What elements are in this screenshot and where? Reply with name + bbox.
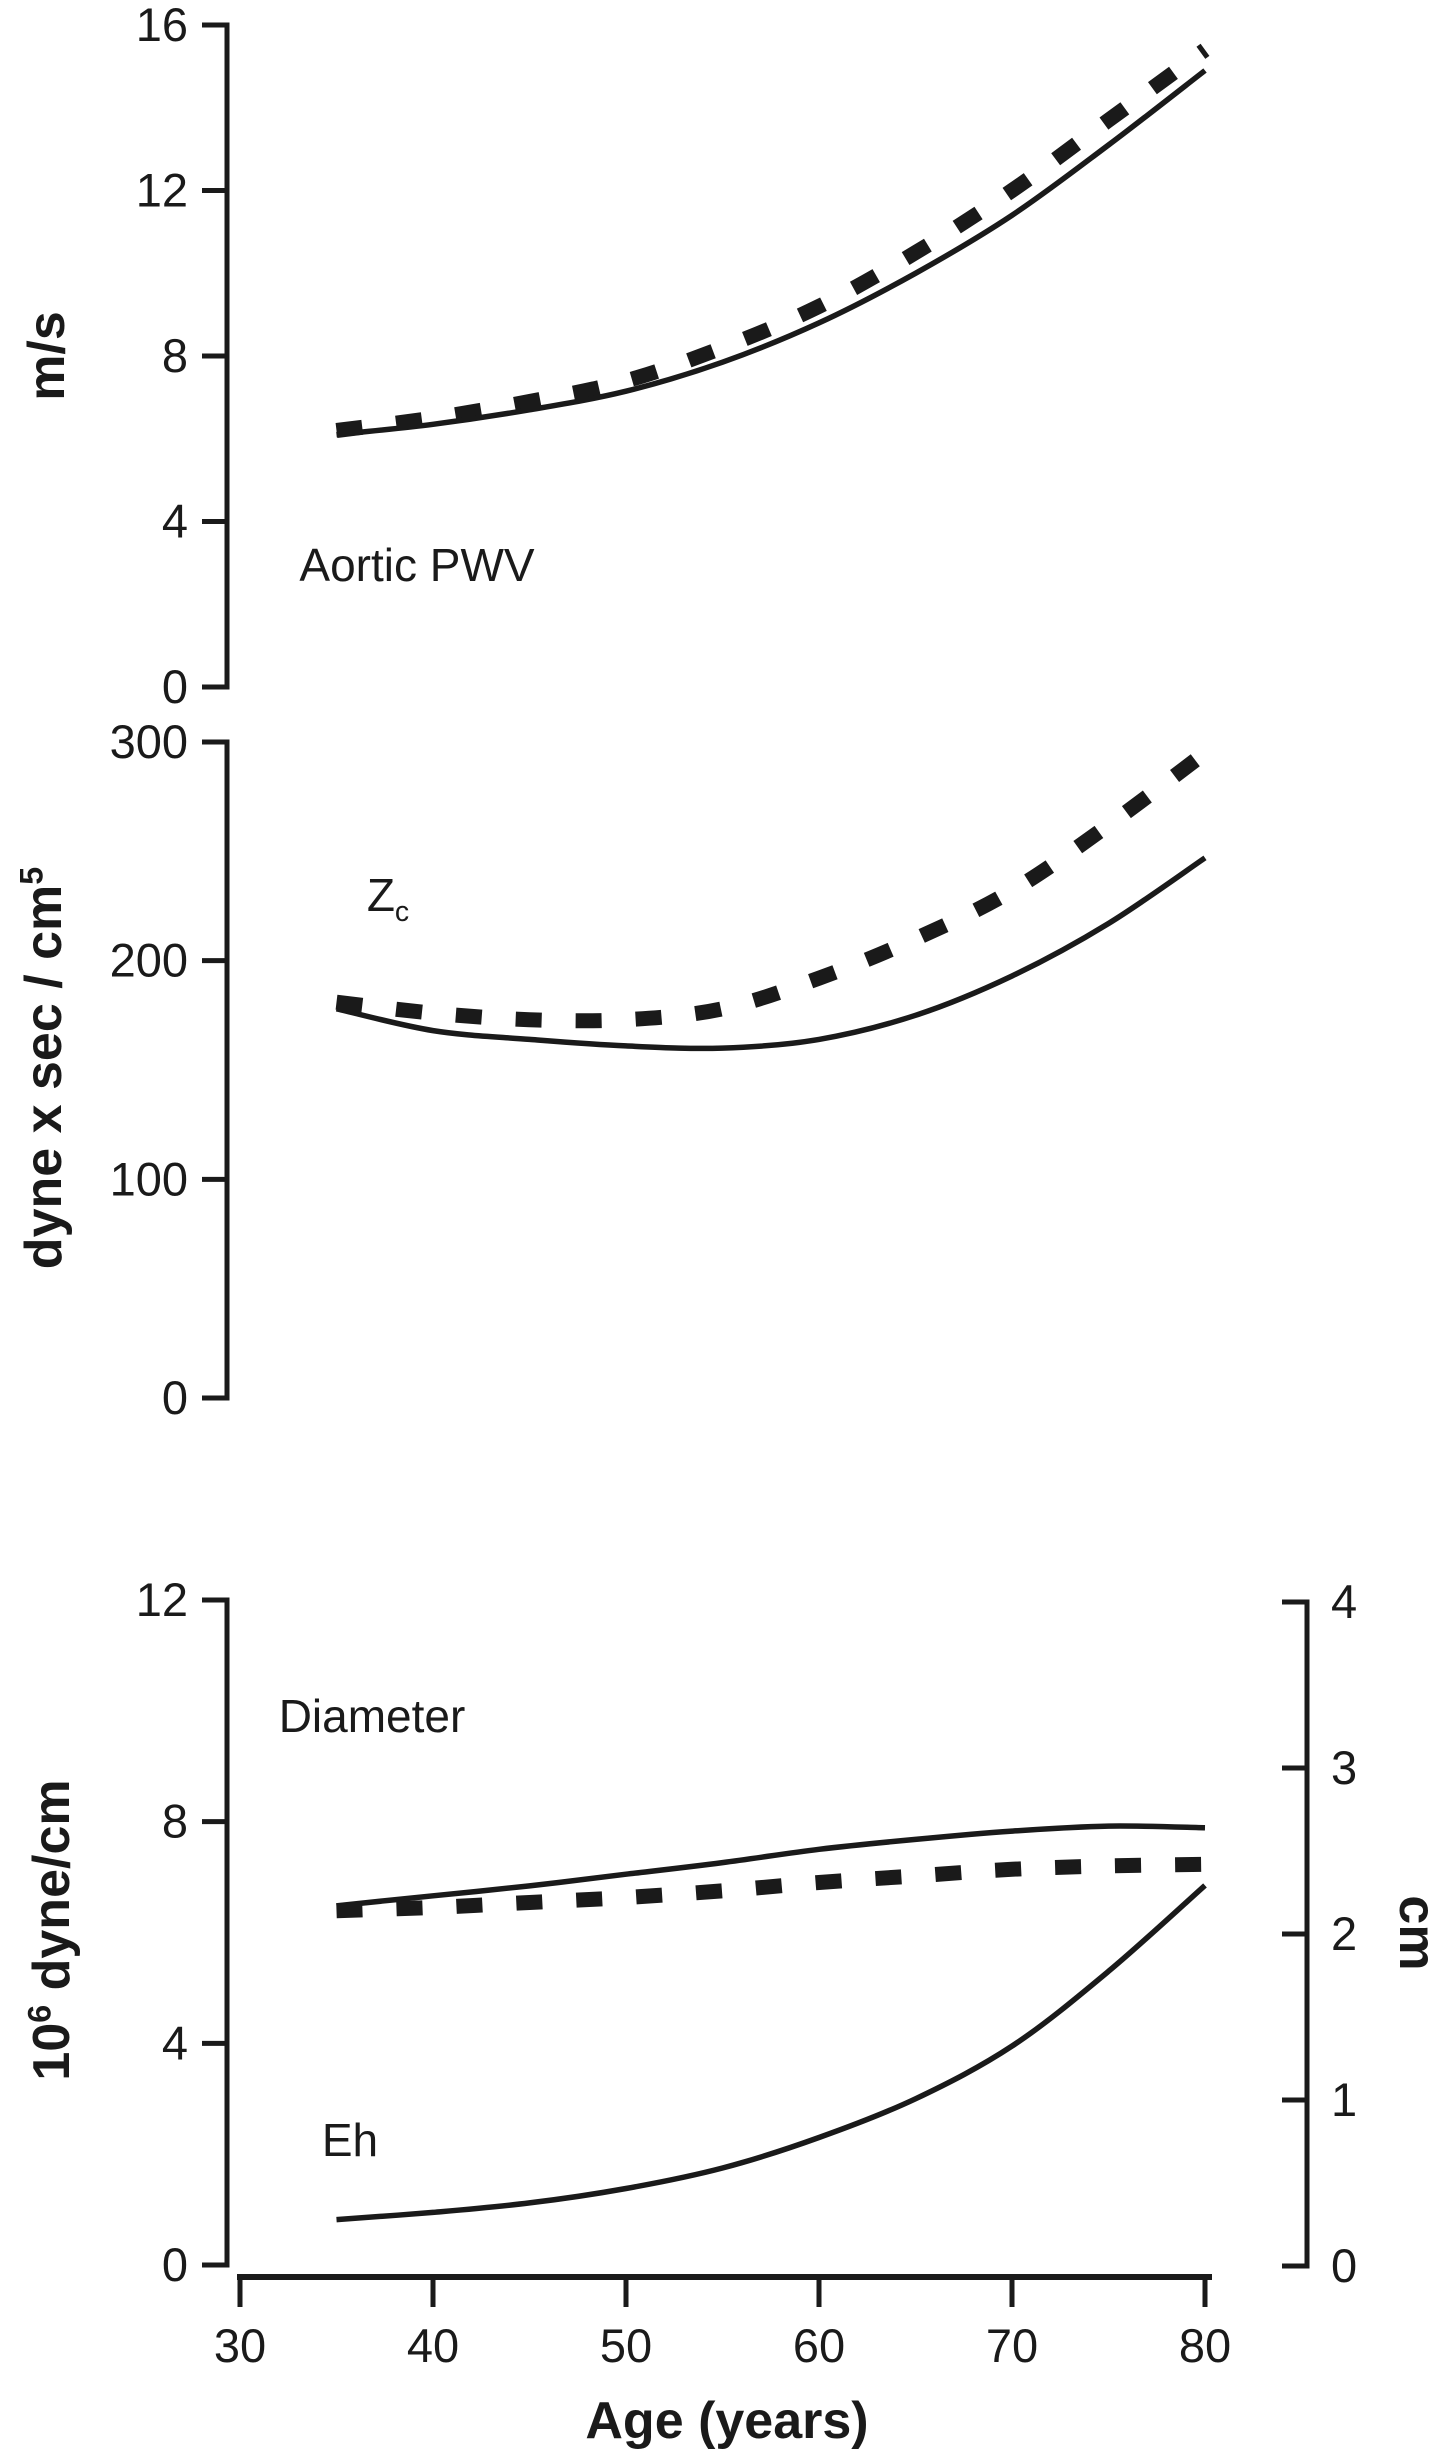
y-axis-title-middle: dyne x sec / cm5 — [14, 867, 73, 1270]
y-tick-label-middle: 0 — [162, 1371, 188, 1424]
label-diameter: Diameter — [278, 1690, 466, 1742]
y-tick-label-bottom-right: 3 — [1331, 1741, 1357, 1794]
x-tick-label: 50 — [600, 2319, 652, 2372]
zc-dashed-curve — [335, 746, 1210, 1029]
diameter-solid-curve — [336, 1823, 1206, 1909]
y-axis-title-middle-text: dyne x sec / cm — [15, 884, 73, 1270]
pwv-solid-curve — [336, 68, 1207, 438]
diameter-dashed-curve — [336, 1856, 1206, 1919]
y-axis-title-bottom-left-sup: 6 — [21, 2004, 58, 2023]
label-eh: Eh — [321, 2114, 379, 2166]
y-tick-label-middle: 100 — [110, 1152, 188, 1205]
y-tick-label-top: 4 — [162, 495, 188, 548]
y-axis-title-bottom-left-post: dyne/cm — [23, 1779, 81, 2005]
x-tick-label: 70 — [986, 2319, 1038, 2372]
y-tick-label-bottom-left: 12 — [136, 1573, 188, 1626]
y-tick-label-bottom-left: 0 — [162, 2238, 188, 2291]
label-zc-sub: c — [394, 896, 410, 929]
y-tick-label-bottom-right: 1 — [1331, 2073, 1357, 2126]
y-tick-label-top: 16 — [136, 0, 188, 51]
zc-solid-curve — [335, 855, 1207, 1052]
label-zc: Zc — [366, 869, 409, 926]
y-axis-title-top: m/s — [18, 311, 76, 401]
y-axis-title-bottom-left-base: 10 — [23, 2022, 81, 2081]
y-tick-label-bottom-left: 4 — [162, 2016, 188, 2069]
y-axis-title-middle-sup: 5 — [13, 866, 50, 885]
y-tick-label-bottom-right: 2 — [1331, 1907, 1357, 1960]
y-tick-label-middle: 300 — [110, 715, 188, 768]
label-zc-base: Z — [366, 869, 395, 921]
x-axis-title: Age (years) — [585, 2392, 869, 2450]
x-tick-label: 40 — [407, 2319, 459, 2372]
y-tick-label-bottom-right: 4 — [1331, 1575, 1357, 1628]
x-tick-label: 80 — [1179, 2319, 1231, 2372]
y-tick-label-bottom-left: 8 — [162, 1795, 188, 1848]
eh-solid-curve — [336, 1883, 1207, 2223]
y-tick-label-bottom-right: 0 — [1331, 2239, 1357, 2292]
y-tick-label-middle: 200 — [110, 934, 188, 987]
x-tick-label: 30 — [214, 2319, 266, 2372]
pwv-dashed-curve — [335, 43, 1210, 438]
y-tick-label-top: 8 — [162, 329, 188, 382]
y-axis-title-bottom-left: 106 dyne/cm — [22, 1779, 81, 2081]
y-axis-title-bottom-right: cm — [1388, 1895, 1446, 1971]
x-tick-label: 60 — [793, 2319, 845, 2372]
y-tick-label-top: 0 — [162, 660, 188, 713]
label-aortic-pwv: Aortic PWV — [299, 539, 535, 591]
y-tick-label-top: 12 — [136, 164, 188, 217]
